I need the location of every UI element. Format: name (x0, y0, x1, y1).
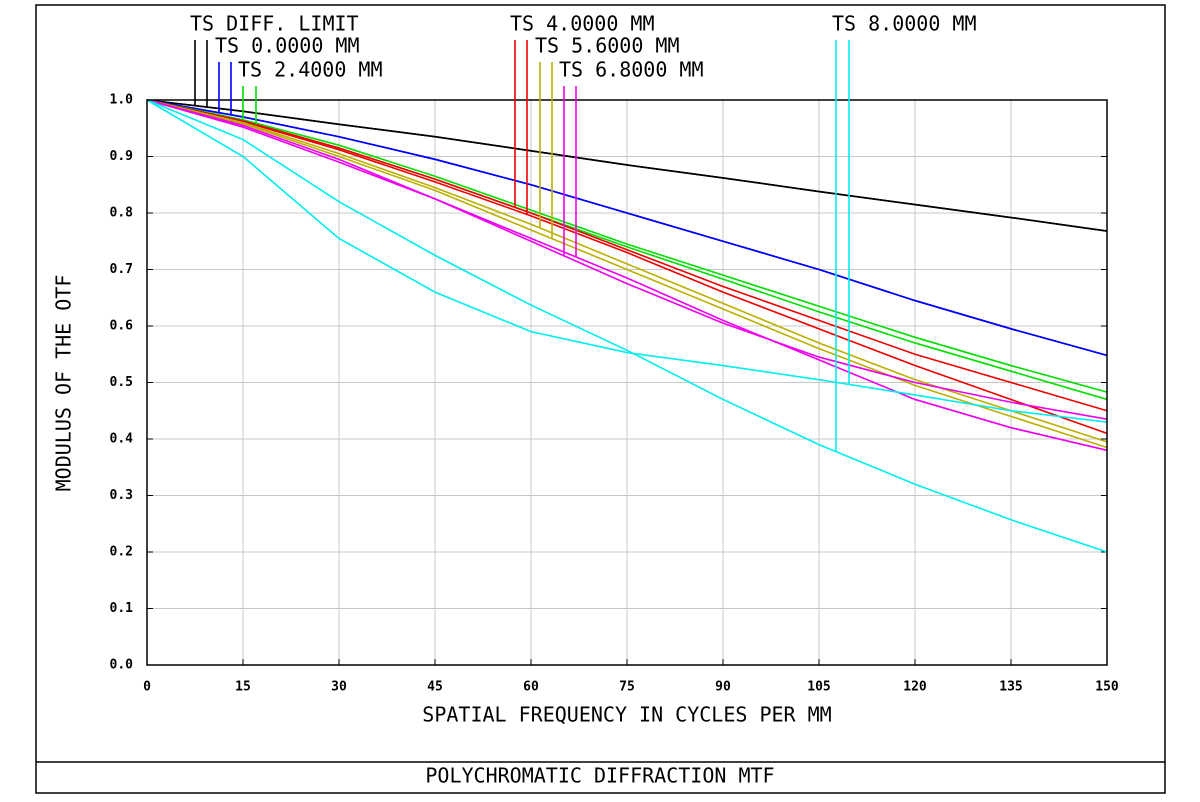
mtf-curve (146, 99, 1108, 421)
x-tick-label: 15 (235, 680, 251, 695)
legend-label: TS 0.0000 MM (215, 34, 360, 58)
mtf-curve (146, 99, 1108, 393)
y-tick-label: 1.0 (110, 93, 134, 108)
y-tick-label: 0.6 (110, 319, 134, 334)
x-tick-label: 60 (523, 680, 539, 695)
x-tick-label: 45 (427, 680, 443, 695)
y-axis-label: MODULUS OF THE OTF (52, 275, 76, 492)
legend-label: TS 6.8000 MM (559, 58, 704, 82)
mtf-curve (146, 99, 1108, 553)
x-axis-label: SPATIAL FREQUENCY IN CYCLES PER MM (422, 703, 831, 727)
x-tick-label: 105 (807, 680, 830, 695)
plot-frame (146, 99, 1108, 666)
y-tick-label: 0.1 (110, 601, 134, 616)
x-tick-label: 135 (999, 680, 1022, 695)
y-tick-label: 0.0 (110, 658, 134, 673)
mtf-curve (146, 99, 1108, 452)
y-tick-label: 0.2 (110, 545, 133, 560)
curves (146, 99, 1108, 553)
x-tick-label: 30 (331, 680, 347, 695)
mtf-curve (146, 99, 1108, 423)
legend-label: TS 5.6000 MM (535, 34, 680, 58)
y-tick-label: 0.9 (110, 149, 133, 164)
mtf-curve (146, 99, 1108, 449)
y-tick-label: 0.5 (110, 375, 133, 390)
chart-title: POLYCHROMATIC DIFFRACTION MTF (425, 764, 774, 788)
mtf-curve (146, 99, 1108, 443)
y-tick-label: 0.8 (110, 206, 134, 221)
mtf-curve (146, 99, 1108, 357)
y-tick-label: 0.4 (110, 432, 134, 447)
x-tick-label: 120 (903, 680, 927, 695)
x-tick-label: 90 (715, 680, 731, 695)
y-tick-label: 0.7 (110, 262, 133, 277)
legend-label: TS 8.0000 MM (832, 12, 977, 36)
legend-label: TS 4.0000 MM (510, 12, 655, 36)
x-tick-label: 75 (619, 680, 635, 695)
mtf-curve (146, 99, 1108, 412)
mtf-curve (146, 99, 1108, 232)
frame (35, 4, 1166, 794)
x-tick-label: 0 (143, 680, 151, 695)
x-tick-label: 150 (1095, 680, 1119, 695)
legend-label: TS DIFF. LIMIT (190, 12, 359, 36)
y-tick-label: 0.3 (110, 488, 133, 503)
mtf-curve (146, 99, 1108, 435)
legend-label: TS 2.4000 MM (238, 58, 383, 82)
